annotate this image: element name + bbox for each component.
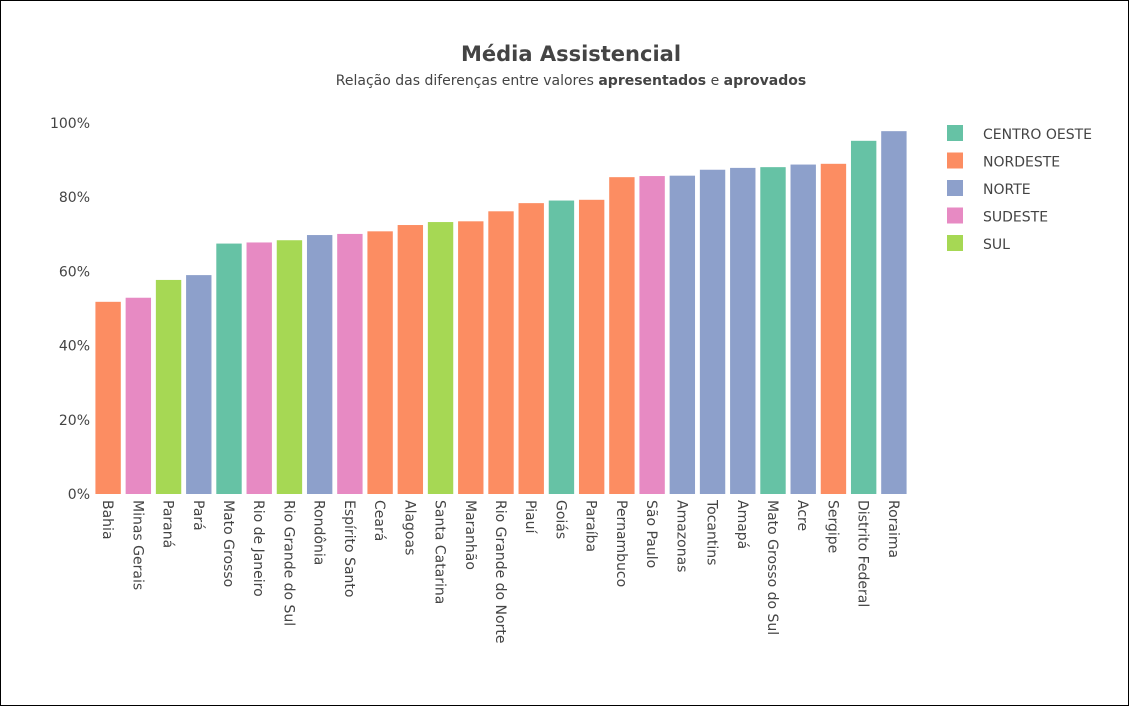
x-tick-label: Espírito Santo (341, 500, 357, 597)
bar[interactable] (578, 199, 605, 494)
x-tick-label: Distrito Federal (855, 500, 871, 607)
bar[interactable] (155, 279, 182, 494)
bar[interactable] (548, 200, 575, 494)
bar[interactable] (397, 225, 424, 494)
x-tick-label: Pará (190, 500, 206, 531)
y-tick-label: 100% (50, 116, 90, 132)
x-tick-label: Bahia (99, 500, 115, 540)
legend-label[interactable]: SUL (983, 237, 1010, 253)
x-tick-label: Rio Grande do Norte (492, 500, 508, 643)
y-tick-label: 60% (59, 264, 90, 280)
x-tick-label: Paraná (160, 500, 176, 548)
bar[interactable] (609, 177, 635, 494)
bar[interactable] (427, 222, 454, 494)
x-tick-label: Piauí (522, 500, 538, 534)
x-tick-label: Acre (794, 500, 810, 531)
legend-label[interactable]: NORDESTE (983, 155, 1060, 171)
subtitle-bold-approved: aprovados (724, 73, 807, 89)
y-tick-label: 80% (59, 190, 90, 206)
y-tick-label: 40% (59, 339, 90, 355)
legend-swatch[interactable] (947, 125, 963, 141)
x-tick-label: Ceará (371, 500, 387, 541)
bar[interactable] (790, 164, 816, 494)
bar[interactable] (306, 235, 333, 495)
legend-label[interactable]: CENTRO OESTE (983, 127, 1092, 143)
x-tick-label: Maranhão (462, 500, 478, 570)
y-axis: 0% 20% 40% 60% 80% 100% (50, 116, 90, 503)
bar[interactable] (367, 231, 393, 494)
legend-label[interactable]: SUDESTE (983, 210, 1048, 226)
x-tick-label: Sergipe (824, 500, 840, 553)
x-tick-label: Goiás (552, 500, 568, 539)
x-tick-label: Minas Gerais (129, 500, 145, 590)
bar[interactable] (730, 167, 756, 495)
x-tick-label: Santa Catarina (432, 500, 448, 604)
legend-swatch[interactable] (947, 152, 963, 169)
bar[interactable] (669, 175, 696, 494)
legend-swatch[interactable] (947, 180, 963, 196)
subtitle-prefix: Relação das diferenças entre valores (336, 73, 599, 89)
x-tick-label: Amapá (734, 500, 750, 549)
legend-swatch[interactable] (947, 207, 963, 224)
bar[interactable] (95, 301, 121, 494)
bar[interactable] (337, 233, 363, 494)
bars (95, 131, 907, 495)
x-tick-label: Pernambuco (613, 500, 629, 587)
bar[interactable] (850, 140, 877, 495)
x-tick-label: Rio de Janeiro (250, 500, 266, 597)
bar[interactable] (186, 275, 212, 494)
bar[interactable] (125, 297, 152, 494)
bar[interactable] (881, 131, 907, 495)
bar[interactable] (820, 163, 847, 494)
bar[interactable] (488, 211, 514, 494)
bar[interactable] (246, 242, 272, 494)
chart-title: Média Assistencial (461, 42, 681, 66)
bar[interactable] (458, 221, 484, 494)
x-tick-label: Mato Grosso (220, 500, 236, 587)
x-tick-label: Alagoas (401, 500, 417, 555)
x-tick-label: Rondônia (311, 500, 327, 565)
y-tick-label: 20% (59, 413, 90, 429)
x-tick-label: Mato Grosso do Sul (764, 500, 780, 635)
bar[interactable] (216, 243, 242, 494)
x-tick-label: Roraima (885, 500, 901, 558)
chart-subtitle: Relação das diferenças entre valores apr… (336, 73, 806, 89)
x-tick-label: Tocantins (704, 499, 720, 565)
legend-label[interactable]: NORTE (983, 182, 1031, 198)
x-tick-label: Paraíba (583, 500, 599, 552)
x-axis: Bahia Minas Gerais Paraná Pará Mato Grosso Ri… (99, 499, 901, 643)
subtitle-middle: e (706, 73, 724, 89)
bar[interactable] (639, 176, 665, 495)
bar[interactable] (518, 203, 544, 495)
subtitle-bold-presented: apresentados (598, 73, 706, 89)
y-tick-label: 0% (68, 487, 90, 503)
x-tick-label: Rio Grande do Sul (280, 500, 296, 626)
bar[interactable] (760, 167, 786, 495)
legend: CENTRO OESTE NORDESTE NORTE SUDESTE SUL (947, 125, 1092, 253)
bar[interactable] (276, 240, 303, 494)
bar[interactable] (699, 169, 726, 494)
x-tick-label: Amazonas (673, 500, 689, 572)
legend-swatch[interactable] (947, 235, 963, 251)
x-tick-label: São Paulo (643, 500, 659, 568)
